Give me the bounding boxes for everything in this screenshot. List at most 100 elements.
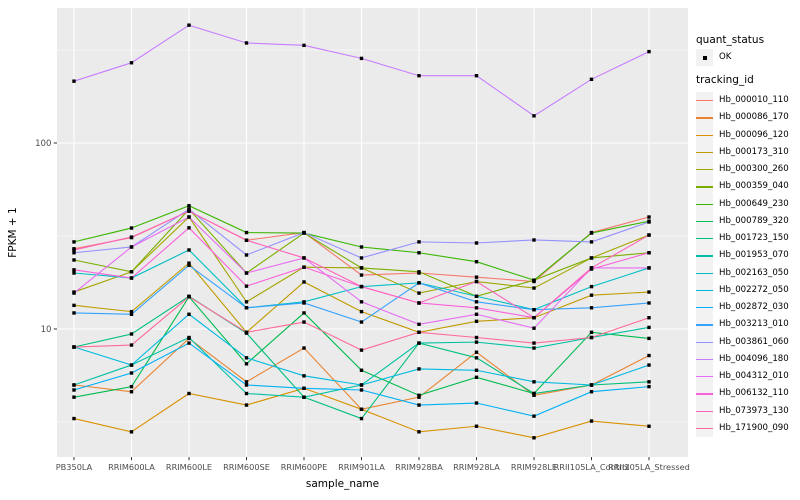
data-point xyxy=(532,238,536,242)
x-tick-label-RRII105LA_Control: RRII105LA_Control xyxy=(554,462,630,472)
data-point xyxy=(72,268,76,272)
data-point xyxy=(129,390,134,394)
data-point xyxy=(244,330,249,334)
x-tick-label-PB350LA: PB350LA xyxy=(56,462,93,472)
data-point xyxy=(474,300,479,304)
data-point xyxy=(302,395,306,399)
data-point xyxy=(302,280,306,284)
data-point xyxy=(187,335,191,340)
data-point xyxy=(72,416,76,421)
data-point xyxy=(589,284,594,289)
data-point xyxy=(244,300,249,304)
data-point xyxy=(532,316,536,320)
data-point xyxy=(359,266,364,270)
data-point xyxy=(589,77,594,82)
data-point xyxy=(187,341,191,345)
y-tick-label: 10 xyxy=(41,325,52,335)
data-point xyxy=(302,320,306,324)
data-point xyxy=(589,330,594,334)
data-point xyxy=(647,353,651,358)
x-tick-label-RRIM928LA: RRIM928LA xyxy=(453,462,500,472)
data-point xyxy=(72,291,76,295)
data-point xyxy=(474,294,479,298)
x-tick-label-RRIM901LA: RRIM901LA xyxy=(338,462,385,472)
data-point xyxy=(647,384,651,389)
data-point xyxy=(129,384,134,389)
data-point xyxy=(302,386,306,390)
data-point xyxy=(589,256,594,260)
data-point xyxy=(532,286,536,290)
data-point xyxy=(359,256,364,260)
data-point xyxy=(302,346,306,350)
data-point xyxy=(647,233,651,237)
data-point xyxy=(474,319,479,324)
data-point xyxy=(187,215,191,219)
data-point xyxy=(474,335,479,340)
data-point xyxy=(187,312,191,316)
data-point xyxy=(647,380,651,384)
data-point xyxy=(72,240,76,244)
data-point xyxy=(72,303,76,308)
data-point xyxy=(244,362,249,366)
x-tick-label-RRIM600SE: RRIM600SE xyxy=(223,462,270,472)
data-point xyxy=(474,375,479,379)
data-point xyxy=(647,336,651,341)
data-point xyxy=(532,341,536,345)
data-point xyxy=(244,383,249,387)
data-point xyxy=(359,309,364,314)
data-point xyxy=(72,345,76,349)
data-point xyxy=(532,391,536,396)
x-axis-title: sample_name xyxy=(306,478,379,490)
data-point xyxy=(359,284,364,289)
data-point xyxy=(72,271,76,275)
data-point xyxy=(72,248,76,252)
data-point xyxy=(302,43,306,48)
data-point xyxy=(474,340,479,344)
data-point xyxy=(474,350,479,354)
data-point xyxy=(417,291,421,295)
data-point xyxy=(532,114,536,118)
data-point xyxy=(647,325,651,330)
data-point xyxy=(244,356,249,360)
data-point xyxy=(417,281,421,285)
data-point xyxy=(474,241,479,245)
data-point xyxy=(187,207,191,212)
data-point xyxy=(417,301,421,305)
data-point xyxy=(129,312,134,316)
data-point xyxy=(474,260,479,264)
data-point xyxy=(359,245,364,249)
data-point xyxy=(302,311,306,315)
data-point xyxy=(187,295,191,299)
data-point xyxy=(302,301,306,305)
x-tick-label-RRIM928LE: RRIM928LE xyxy=(511,462,557,472)
data-point xyxy=(359,300,364,304)
data-point xyxy=(244,391,249,396)
data-point xyxy=(302,230,306,235)
data-point xyxy=(417,251,421,255)
data-point xyxy=(72,383,76,387)
data-point xyxy=(532,346,536,350)
data-point xyxy=(417,430,421,434)
data-point xyxy=(417,367,421,371)
x-tick-label-RRIM600LE: RRIM600LE xyxy=(166,462,212,472)
data-point xyxy=(474,401,479,405)
data-point xyxy=(474,368,479,372)
data-point xyxy=(417,270,421,274)
data-point xyxy=(359,416,364,421)
x-tick-label-RRIM600LA: RRIM600LA xyxy=(108,462,155,472)
data-point xyxy=(417,240,421,244)
data-point xyxy=(647,266,651,270)
data-point xyxy=(72,251,76,255)
data-point xyxy=(187,23,191,27)
data-point xyxy=(532,380,536,384)
data-point xyxy=(647,215,651,219)
data-point xyxy=(647,301,651,305)
data-point xyxy=(359,407,364,412)
data-point xyxy=(187,209,191,213)
data-point xyxy=(72,311,76,315)
data-point xyxy=(474,74,479,78)
data-point xyxy=(474,275,479,279)
data-point xyxy=(417,395,421,399)
data-point xyxy=(72,395,76,399)
data-point xyxy=(474,312,479,316)
